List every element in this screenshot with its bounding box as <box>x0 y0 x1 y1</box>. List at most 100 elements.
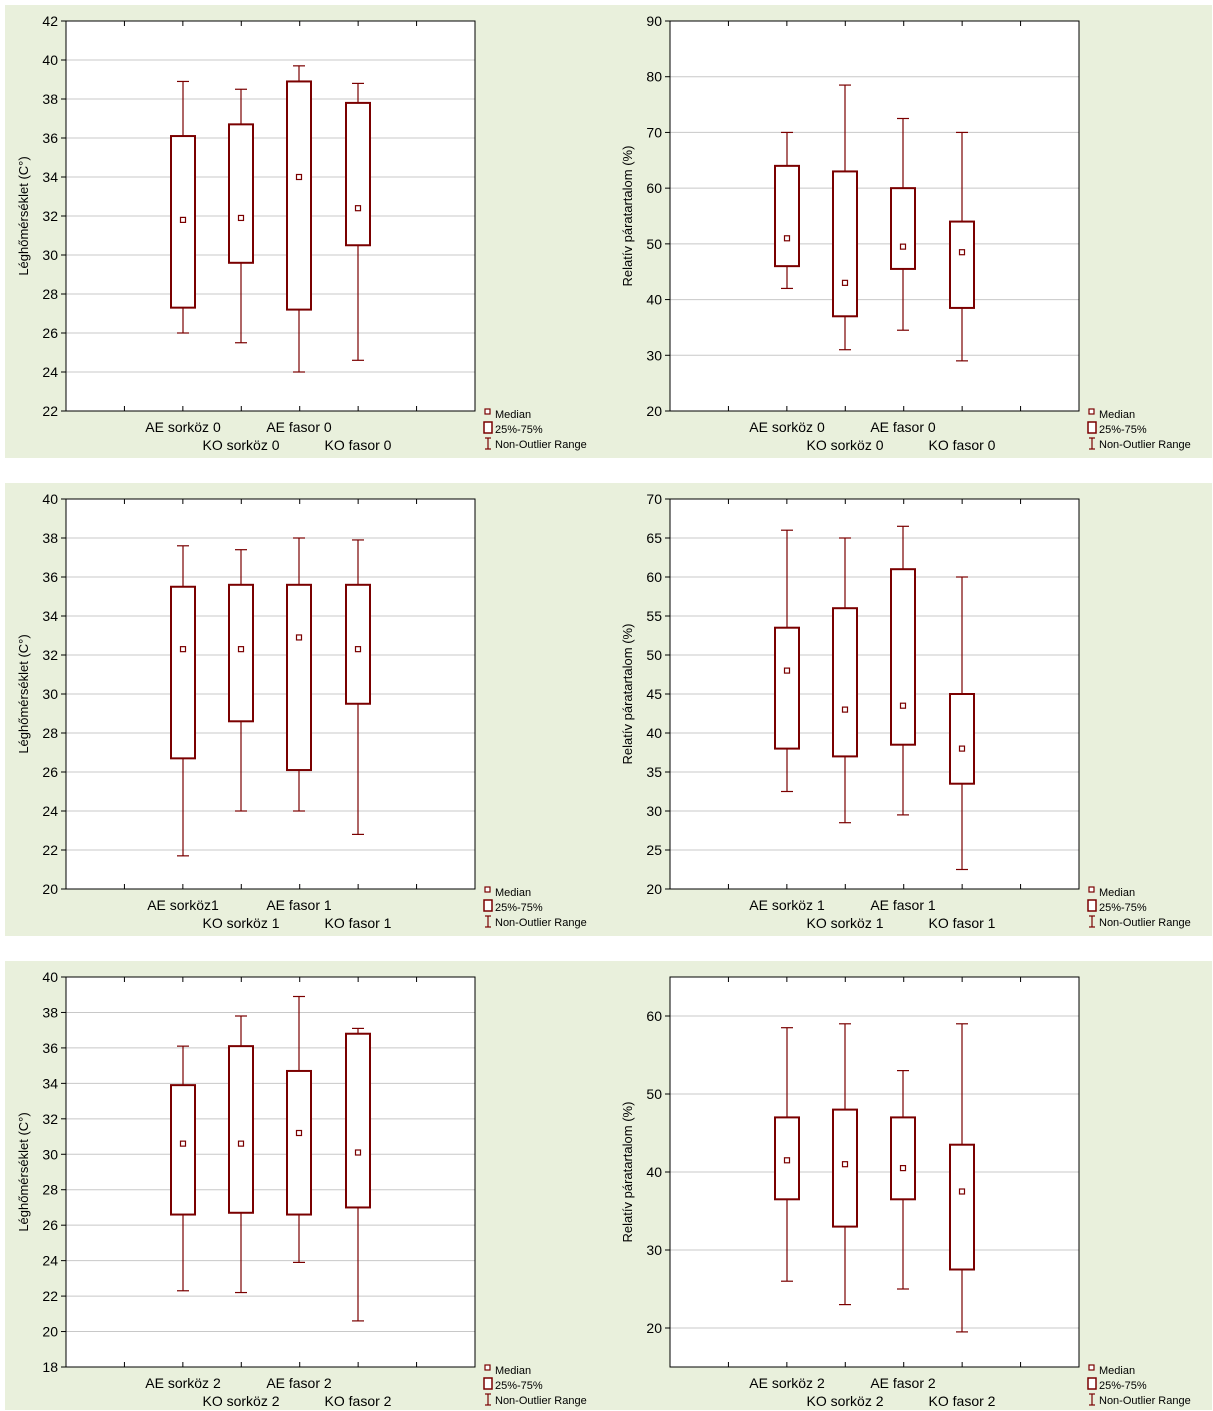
y-tick-label: 35 <box>646 764 662 780</box>
y-tick-label: 36 <box>42 130 58 146</box>
y-tick-label: 20 <box>42 881 58 897</box>
median-marker <box>295 173 303 181</box>
category-label: AE fasor 0 <box>266 419 332 435</box>
y-tick-label: 28 <box>42 1182 58 1198</box>
category-label: KO fasor 2 <box>325 1393 392 1409</box>
box-0 <box>170 545 196 857</box>
y-tick-label: 28 <box>42 286 58 302</box>
box-3 <box>345 82 371 361</box>
y-tick-label: 40 <box>42 969 58 985</box>
y-tick-label: 40 <box>646 1164 662 1180</box>
iqr-box <box>228 1045 254 1214</box>
y-tick-label: 38 <box>42 91 58 107</box>
y-axis-label: Relatív páratartalom (%) <box>620 1102 635 1243</box>
y-tick-label: 50 <box>646 1086 662 1102</box>
y-tick-label: 70 <box>646 124 662 140</box>
median-marker <box>354 646 362 653</box>
y-tick-label: 50 <box>646 236 662 252</box>
y-tick-label: 20 <box>42 1324 58 1340</box>
category-label: KO fasor 1 <box>929 915 996 931</box>
y-tick-label: 40 <box>42 491 58 507</box>
y-tick-label: 30 <box>646 803 662 819</box>
box-1 <box>832 1023 858 1306</box>
y-tick-label: 32 <box>42 1111 58 1127</box>
y-tick-label: 38 <box>42 1004 58 1020</box>
box-3 <box>345 539 371 836</box>
iqr-box <box>286 1069 312 1216</box>
box-0 <box>774 131 800 290</box>
category-label: KO sorköz 0 <box>202 437 279 453</box>
y-axis-label: Léghőmérséklet (C°) <box>16 634 31 753</box>
iqr-box <box>890 187 916 270</box>
legend-iqr-box <box>1087 421 1097 434</box>
category-label: AE fasor 0 <box>870 419 936 435</box>
y-tick-label: 38 <box>42 530 58 546</box>
iqr-box <box>949 693 975 785</box>
y-tick-label: 40 <box>646 725 662 741</box>
legend-iqr-label: 25%-75% <box>1099 902 1147 914</box>
y-axis-label: Léghőmérséklet (C°) <box>16 1112 31 1231</box>
y-tick-label: 50 <box>646 647 662 663</box>
median-marker <box>179 1140 187 1147</box>
chart-3: 20 25 30 35 40 45 50 55 60 65 70 Relatív páratartal… <box>620 491 1191 931</box>
y-tick-label: 65 <box>646 530 662 546</box>
category-label: KO sorköz 0 <box>806 437 883 453</box>
iqr-box <box>774 626 800 750</box>
y-tick-label: 34 <box>42 608 58 624</box>
iqr-box <box>345 583 371 705</box>
legend-range-label: Non-Outlier Range <box>495 1395 587 1407</box>
box-2 <box>286 995 312 1264</box>
box-2 <box>286 537 312 812</box>
legend-range-label: Non-Outlier Range <box>1099 439 1191 451</box>
legend-median-label: Median <box>1099 1365 1135 1377</box>
y-tick-label: 32 <box>42 208 58 224</box>
median-marker <box>841 279 849 286</box>
y-tick-label: 34 <box>42 1075 58 1091</box>
legend-iqr-label: 25%-75% <box>1099 424 1147 436</box>
chart-4: 18 20 22 24 26 28 30 32 34 36 38 40 Léghőmérséklet (… <box>16 969 587 1409</box>
category-label: AE fasor 1 <box>266 897 332 913</box>
box-2 <box>890 117 916 331</box>
category-label: AE sorköz 0 <box>145 419 221 435</box>
iqr-box <box>345 1032 371 1209</box>
median-marker <box>958 1188 966 1195</box>
legend-median-marker <box>484 1364 491 1371</box>
iqr-box <box>170 1084 196 1216</box>
box-0 <box>774 1027 800 1282</box>
iqr-box <box>890 1116 916 1201</box>
category-label: AE sorköz1 <box>147 897 219 913</box>
legend-iqr-box <box>1087 899 1097 912</box>
median-marker <box>354 205 362 212</box>
iqr-box <box>345 101 371 247</box>
y-tick-label: 24 <box>42 1253 58 1269</box>
median-marker <box>958 745 966 752</box>
y-tick-label: 40 <box>42 52 58 68</box>
y-tick-label: 80 <box>646 69 662 85</box>
legend-median-label: Median <box>495 1365 531 1377</box>
legend-median-label: Median <box>1099 887 1135 899</box>
legend-iqr-label: 25%-75% <box>495 1380 543 1392</box>
plot-area <box>670 21 1079 411</box>
y-tick-label: 25 <box>646 842 662 858</box>
median-marker <box>354 1149 362 1156</box>
median-marker <box>958 249 966 256</box>
chart-5: 20 30 40 50 60 Relatív páratartalom (%) AE sor… <box>620 976 1191 1409</box>
y-tick-label: 55 <box>646 608 662 624</box>
legend-median-marker <box>1088 408 1095 415</box>
iqr-box <box>286 80 312 311</box>
legend-median-marker <box>1088 1364 1095 1371</box>
median-marker <box>179 216 187 223</box>
chart-1: 20 30 40 50 60 70 80 90 Relatív páratartalom (%)… <box>620 13 1191 453</box>
category-label: KO fasor 2 <box>929 1393 996 1409</box>
legend-iqr-box <box>483 1377 493 1390</box>
category-label: KO fasor 0 <box>325 437 392 453</box>
median-marker <box>237 1140 245 1147</box>
legend-iqr-label: 25%-75% <box>495 424 543 436</box>
box-1 <box>832 537 858 824</box>
box-2 <box>890 525 916 816</box>
iqr-box <box>949 1143 975 1271</box>
iqr-box <box>832 170 858 318</box>
legend-iqr-label: 25%-75% <box>1099 1380 1147 1392</box>
plot-frame <box>669 20 1080 412</box>
box-2 <box>286 65 312 373</box>
